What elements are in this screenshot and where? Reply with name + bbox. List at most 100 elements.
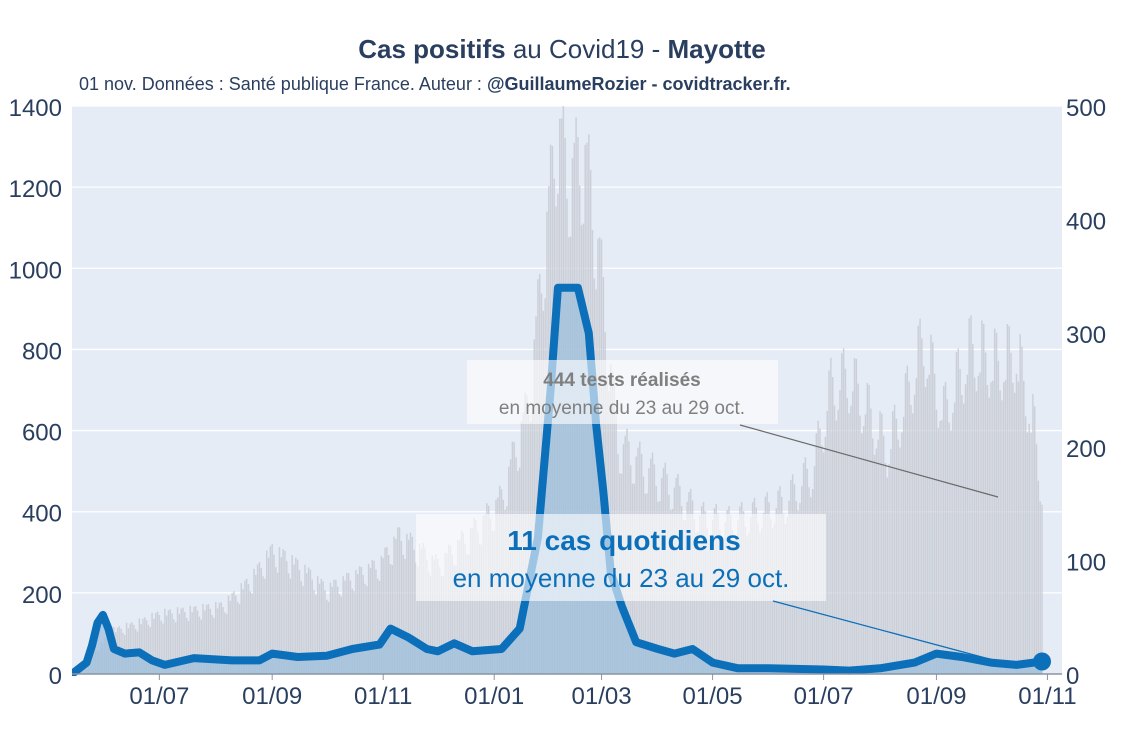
tests-bar [957,348,959,674]
tests-bar [295,557,297,674]
tests-bar [537,279,539,674]
tests-bar [247,584,250,674]
tests-bar [1006,324,1009,674]
tests-bar [415,562,417,674]
tests-bar [1019,334,1021,674]
tests-bar [178,613,181,674]
tests-bar [950,430,952,674]
tests-bar [424,547,426,674]
tests-bar [981,320,983,674]
x-axis: 01/07 01/09 01/11 01/01 01/03 01/05 01/07 01/09… [129,674,1077,710]
tests-bar [468,554,470,674]
tests-bar [859,415,861,674]
subtitle-text: 01 nov. Données : Santé publique France.… [79,74,487,94]
tests-bar [877,439,879,674]
tests-bar [1010,352,1012,674]
y-right-axis: 0 100 200 300 400 500 [1066,95,1106,690]
tests-bar [320,578,323,674]
tests-bar [466,554,468,674]
tests-bar [1021,346,1023,674]
y-right-tick-label: 300 [1066,322,1106,349]
y-left-tick-label: 1000 [9,257,62,284]
tests-bar [1030,432,1032,674]
tests-bar [1024,416,1027,674]
tests-bar [844,368,847,674]
tests-bar [992,380,994,674]
tests-bar [293,564,295,674]
tests-bar [173,619,175,674]
tests-bar [387,555,390,674]
tests-bar [245,578,248,674]
tests-bar [262,576,264,674]
x-tick-label: 01/09 [906,683,966,710]
tests-bar [158,614,161,674]
tests-bar [395,538,397,674]
tests-bar [972,344,974,674]
tests-bar [910,405,912,674]
tests-bar [1003,382,1005,674]
tests-bar [926,378,929,674]
tests-bar [218,602,221,674]
tests-bar [948,422,950,674]
tests-bar [1032,394,1034,674]
tests-bar [167,610,170,674]
tests-bar [393,536,395,674]
tests-bar [839,389,841,674]
tests-bar [970,315,972,674]
tests-bar [719,529,721,674]
tests-bar [888,464,890,674]
tests-bar [180,608,182,674]
tests-bar [438,567,441,674]
y-right-tick-label: 400 [1066,209,1106,236]
tests-bar [862,426,865,674]
tests-bar [1039,501,1041,674]
tests-bar [968,318,970,674]
x-tick-label: 01/03 [572,683,632,710]
tests-bar [462,532,464,674]
tests-bar [211,615,213,674]
tests-bar [404,559,406,674]
tests-bar [990,382,992,674]
tests-bar [253,568,255,674]
tests-bar [364,583,366,674]
tests-bar [850,405,852,674]
tests-bar [347,573,350,674]
tests-bar [344,580,346,674]
tests-bar [952,412,954,674]
x-tick-label: 01/11 [1018,683,1076,710]
tests-bar [902,416,905,674]
tests-bar [935,409,938,674]
cases-annotation-arrow [772,600,994,661]
tests-bar [535,316,537,674]
title-part-3: Mayotte [668,34,766,64]
tests-bar [886,477,889,674]
tests-bar [276,572,279,674]
tests-bar [1023,380,1025,674]
tests-bar [533,339,535,674]
tests-bar [411,536,414,674]
tests-bar [446,553,448,674]
tests-bar [901,432,903,674]
tests-bar [338,594,341,674]
tests-bar [195,606,197,674]
x-tick-label: 01/07 [794,683,854,710]
tests-bar [946,399,949,674]
tests-bar [384,547,386,674]
tests-bar [227,595,230,674]
tests-bar [316,576,319,674]
tests-bar [216,608,219,674]
tests-bar [493,530,495,674]
tests-bar [326,599,328,674]
tests-bar [280,557,283,674]
tests-bar [872,438,874,674]
y-right-tick-label: 500 [1066,95,1106,122]
tests-bar [278,547,281,674]
tests-bar [142,618,144,674]
tests-bar [720,540,723,674]
tests-bar [273,554,275,674]
tests-bar [306,573,308,674]
tests-bar [451,555,454,674]
tests-bar [708,538,710,674]
tests-bar [855,358,858,674]
